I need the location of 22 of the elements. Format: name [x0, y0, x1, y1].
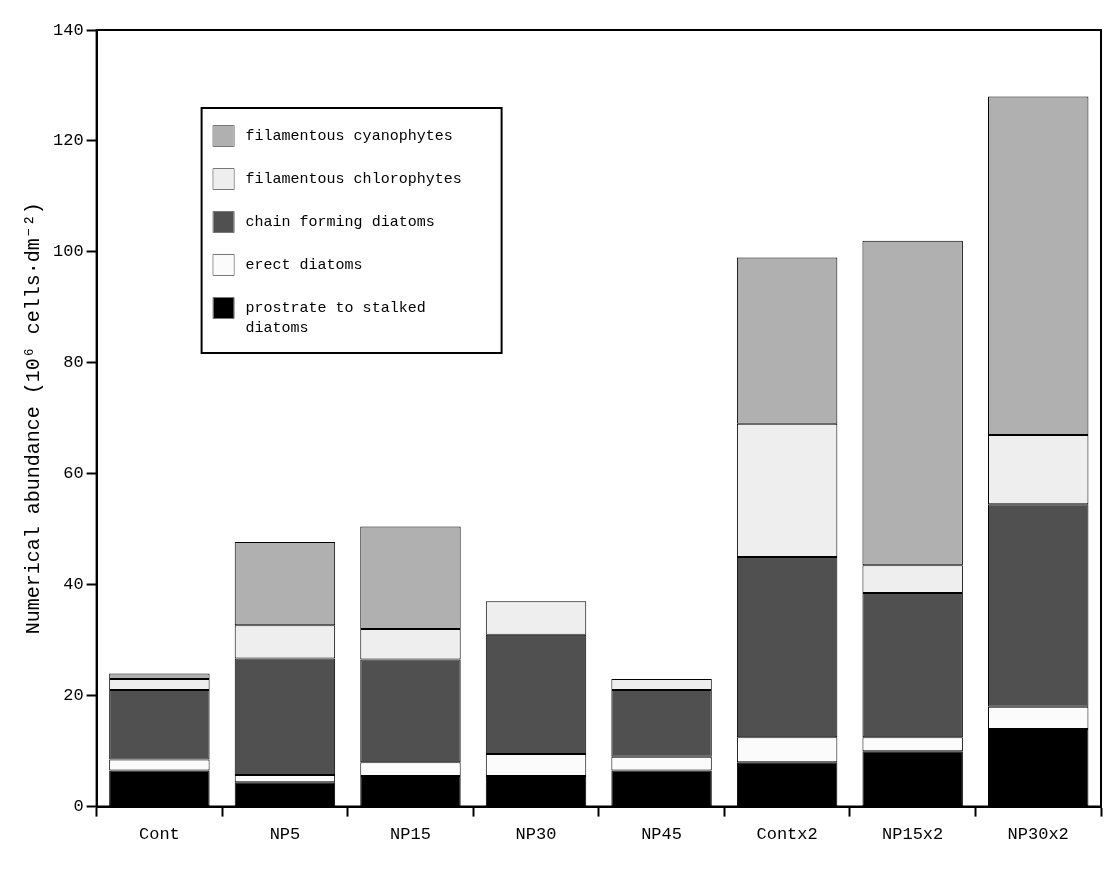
y-tick-label: 60: [63, 464, 84, 484]
y-tick-label: 0: [73, 797, 84, 817]
y-tick-label: 80: [63, 353, 84, 373]
x-tick-label: NP5: [269, 825, 301, 845]
x-tick-label: Contx2: [756, 825, 818, 845]
y-tick-label: 40: [63, 575, 84, 595]
x-tick-label: NP30: [515, 825, 557, 845]
legend-label: prostrate to stalked diatoms: [245, 299, 426, 337]
x-tick-label: NP15: [390, 825, 431, 845]
y-tick-label: 100: [53, 242, 84, 262]
x-tick-label: Cont: [138, 825, 180, 845]
y-tick-label: 140: [53, 20, 84, 40]
legend-label: erect diatoms: [245, 256, 363, 274]
x-tick-label: NP15x2: [882, 825, 944, 845]
y-axis-title: Numerical abundance (10⁶ cells·dm⁻²): [22, 202, 46, 635]
x-tick-label: NP30x2: [1007, 825, 1069, 845]
y-tick-label: 20: [63, 686, 84, 706]
legend-label: chain forming diatoms: [245, 213, 435, 231]
legend-label: filamentous chlorophytes: [245, 170, 462, 188]
legend-label: filamentous cyanophytes: [245, 127, 453, 145]
y-tick-label: 120: [53, 131, 84, 151]
x-tick-label: NP45: [641, 825, 682, 845]
